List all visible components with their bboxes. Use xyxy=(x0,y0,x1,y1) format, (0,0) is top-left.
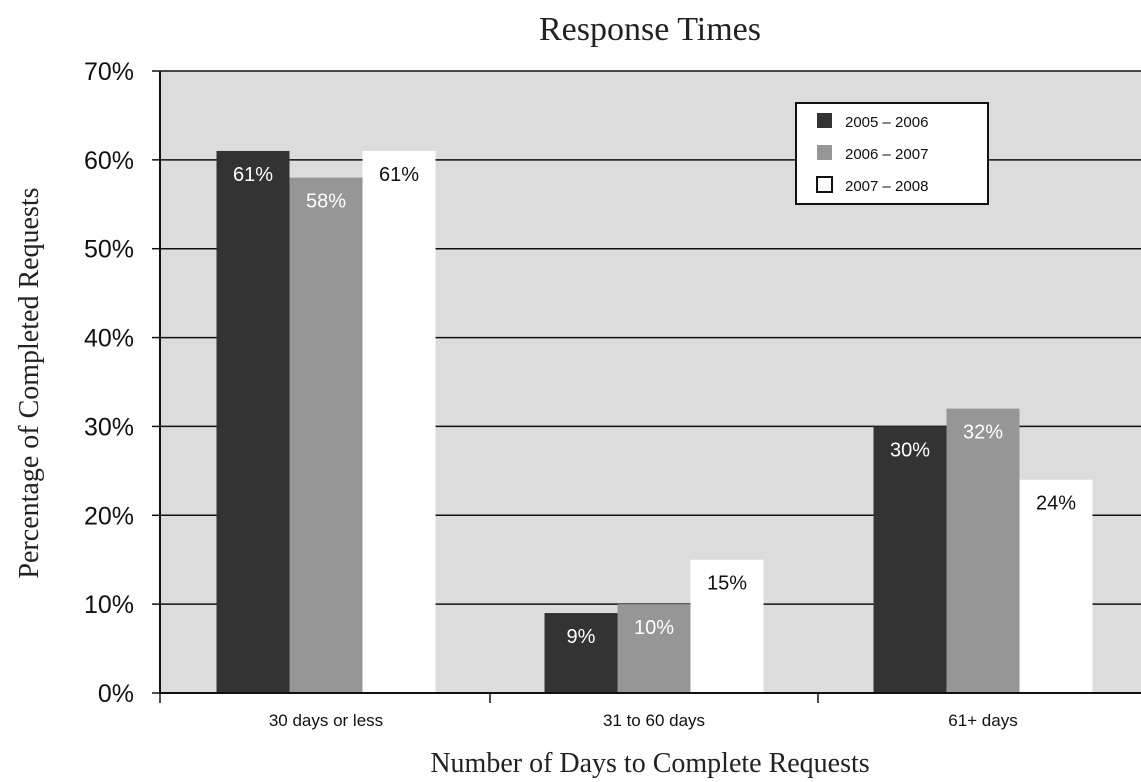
y-axis-title: Percentage of Completed Requests xyxy=(14,187,45,578)
y-tick-label: 20% xyxy=(84,502,134,530)
x-tick-labels: 30 days or less 31 to 60 days 61+ days xyxy=(269,711,1018,730)
legend-label: 2005 – 2006 xyxy=(845,114,928,131)
chart-title: Response Times xyxy=(539,11,761,48)
y-tick-label: 30% xyxy=(84,413,134,441)
y-tick-label: 50% xyxy=(84,236,134,264)
bar xyxy=(873,426,947,693)
bar xyxy=(946,408,1020,693)
legend-label: 2007 – 2008 xyxy=(845,178,928,195)
bar-value-label: 10% xyxy=(634,617,674,639)
axes xyxy=(159,71,1141,703)
y-tick-labels: 0% 10% 20% 30% 40% 50% 60% 70% xyxy=(84,58,134,708)
legend-label: 2006 – 2007 xyxy=(845,146,928,163)
y-tick-label: 10% xyxy=(84,591,134,619)
legend-swatch xyxy=(817,145,832,160)
bar xyxy=(216,150,290,693)
bar xyxy=(289,177,363,694)
bar-value-label: 9% xyxy=(567,626,596,648)
bar xyxy=(362,150,436,693)
x-tick-label: 30 days or less xyxy=(269,711,383,730)
bar-value-label: 61% xyxy=(379,164,419,186)
y-tick-label: 60% xyxy=(84,147,134,175)
bar-value-label: 58% xyxy=(306,191,346,213)
x-tick-label: 31 to 60 days xyxy=(603,711,705,730)
bar xyxy=(617,604,691,693)
bar-value-label: 15% xyxy=(707,573,747,595)
bar-value-label: 30% xyxy=(890,439,930,461)
bar xyxy=(690,559,764,693)
y-tick-label: 0% xyxy=(98,680,134,708)
bar xyxy=(1019,479,1093,693)
bar-value-label: 32% xyxy=(963,422,1003,444)
x-tick-label: 61+ days xyxy=(948,711,1017,730)
legend-swatch xyxy=(817,113,832,128)
y-tick-label: 70% xyxy=(84,58,134,86)
y-tick-label: 40% xyxy=(84,325,134,353)
bars: 61% 58% 61% 9% 10% 15% 30% 32% 24% xyxy=(216,150,1093,694)
bar xyxy=(544,613,618,693)
bar-value-label: 61% xyxy=(233,164,273,186)
legend: 2005 – 2006 2006 – 2007 2007 – 2008 xyxy=(795,102,989,205)
x-axis-title: Number of Days to Complete Requests xyxy=(430,748,869,779)
legend-swatch xyxy=(816,176,833,193)
bar-value-label: 24% xyxy=(1036,493,1076,515)
